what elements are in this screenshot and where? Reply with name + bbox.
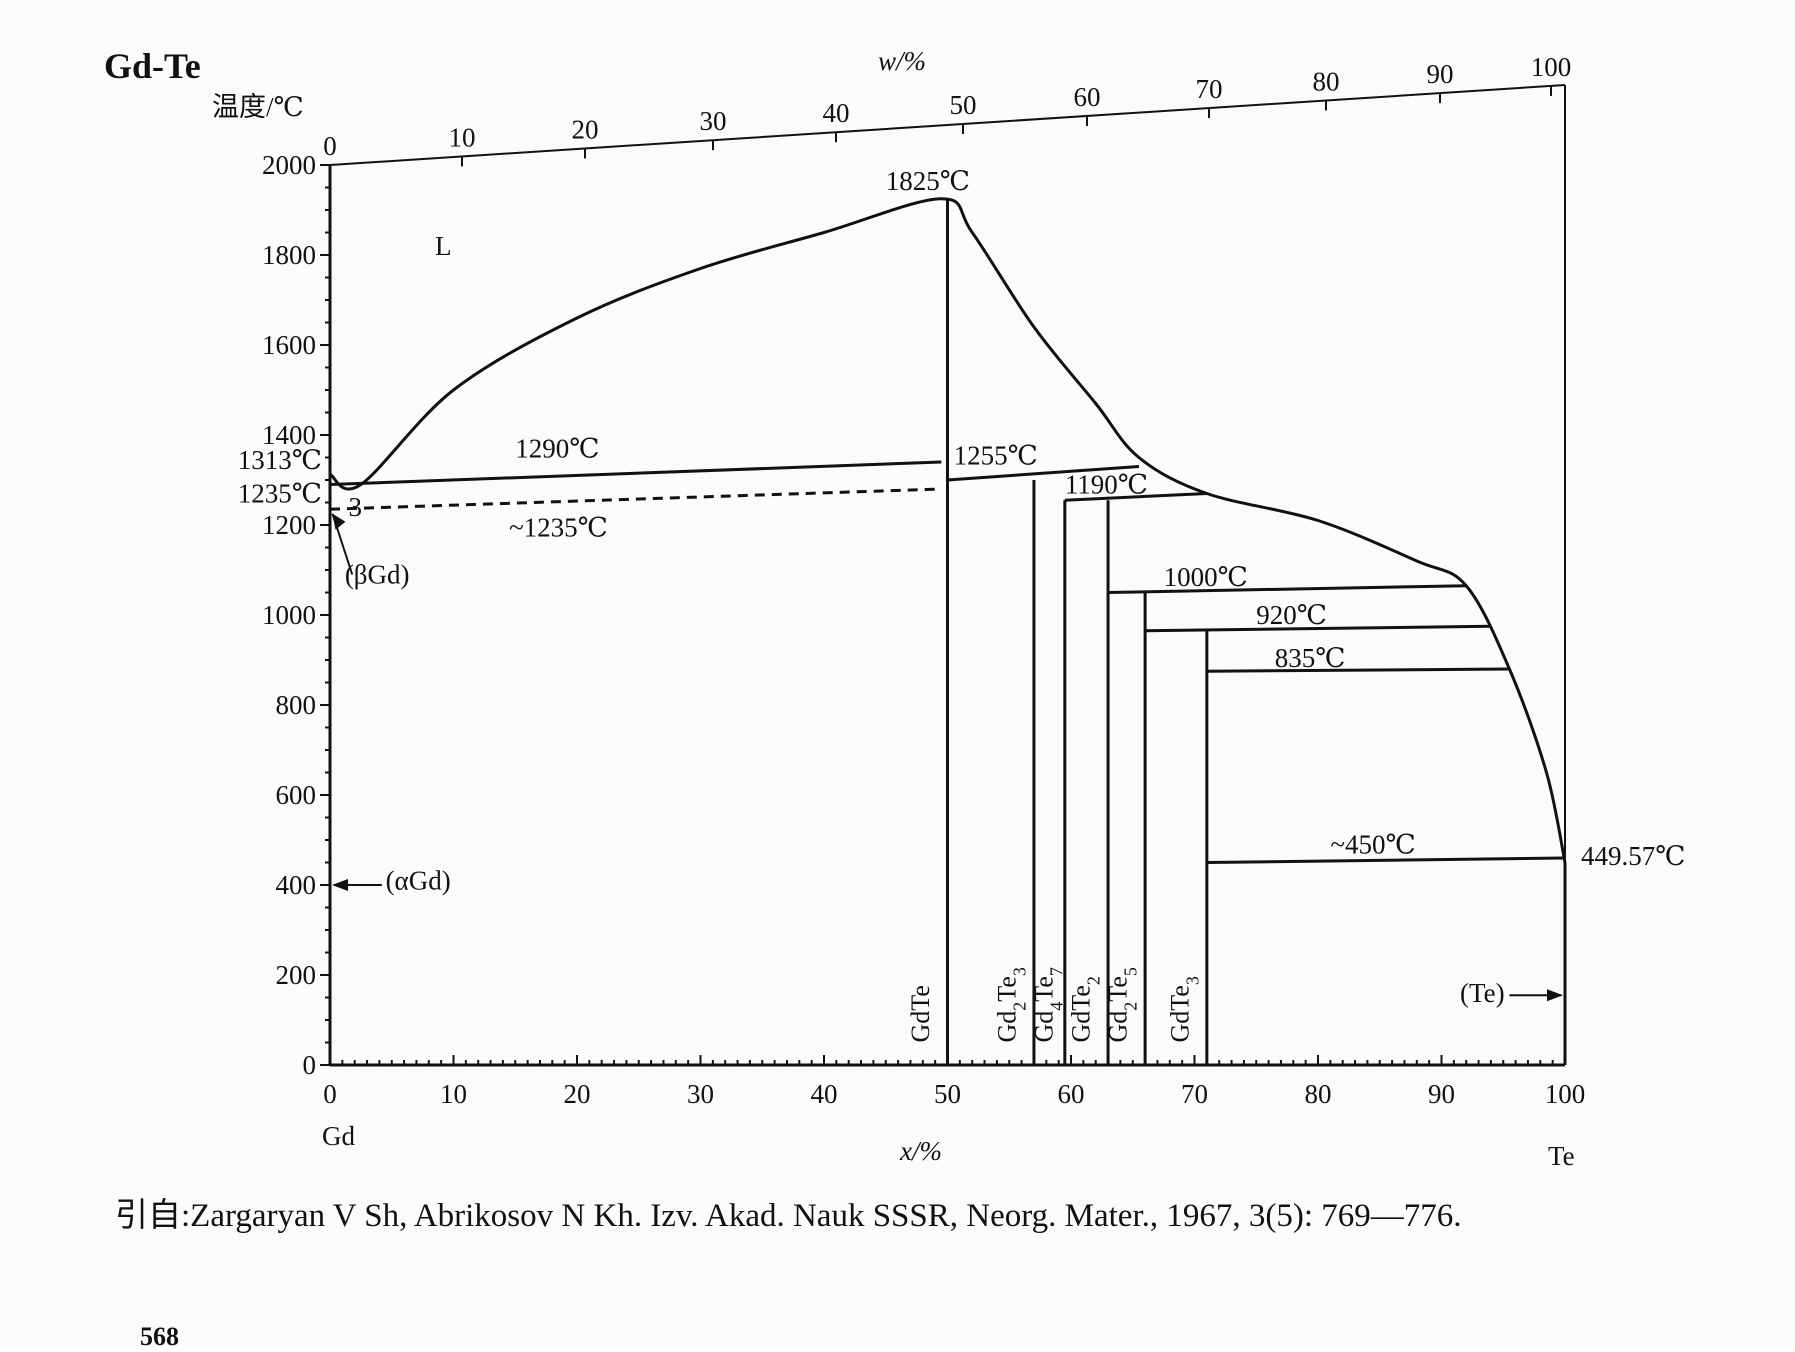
compound-label-gdte3: GdTe3 — [1165, 976, 1202, 1042]
isotherm-line — [1064, 492, 1207, 502]
y-tick-label: 1600 — [262, 330, 316, 360]
w-tick-label: 90 — [1427, 59, 1454, 89]
left-element-label: Gd — [322, 1121, 355, 1151]
w-tick-label: 50 — [950, 90, 977, 120]
bottom-axis-label: x/% — [899, 1136, 942, 1166]
x-tick-label: 20 — [564, 1079, 591, 1109]
phase-boundaries — [328, 197, 1567, 1065]
x-tick-label: 10 — [440, 1079, 467, 1109]
isotherm-line — [1206, 667, 1510, 673]
alpha-gd-label: (αGd) — [386, 866, 451, 896]
diagram-title: Gd-Te — [104, 46, 201, 86]
isotherm-line — [1108, 584, 1467, 594]
temperature-label: 1825℃ — [886, 166, 970, 196]
w-tick-label: 70 — [1196, 74, 1223, 104]
alpha-gd-arrowhead — [332, 879, 348, 891]
region-number-label: 3 — [349, 492, 363, 522]
temperature-label: 1290℃ — [515, 434, 599, 464]
w-tick-label: 40 — [823, 98, 850, 128]
temperature-label: 1190℃ — [1065, 470, 1148, 500]
temperature-label: 920℃ — [1256, 600, 1327, 630]
w-tick-label: 20 — [572, 114, 599, 144]
compound-label-gd4te7: Gd4Te7 — [1029, 967, 1066, 1042]
beta-gd-arrowhead — [332, 513, 346, 530]
y-tick-label: 2000 — [262, 150, 316, 180]
isotherm-line — [329, 460, 942, 486]
temperature-label: 1000℃ — [1164, 562, 1248, 592]
x-tick-label: 40 — [811, 1079, 838, 1109]
w-tick-label: 100 — [1531, 52, 1572, 82]
isotherm-line — [329, 487, 942, 511]
y-tick-label: 1400 — [262, 420, 316, 450]
temperature-label: 449.57℃ — [1581, 841, 1685, 871]
x-tick-label: 60 — [1058, 1079, 1085, 1109]
x-tick-label: 100 — [1545, 1079, 1586, 1109]
temperature-label: 1313℃ — [238, 445, 322, 475]
w-tick-label: 60 — [1074, 82, 1101, 112]
y-axis-label: 温度/℃ — [212, 92, 304, 122]
w-tick-label: 10 — [449, 122, 476, 152]
annotations: 1825℃ 1290℃ ~1235℃ 1255℃ 1190℃ 1000℃ 920℃ 835℃ ~… — [238, 166, 1686, 1043]
x-tick-label: 30 — [687, 1079, 714, 1109]
x-tick-label: 90 — [1428, 1079, 1455, 1109]
w-tick-label: 0 — [323, 131, 337, 161]
w-tick-label: 80 — [1313, 66, 1340, 96]
y-tick-label: 1800 — [262, 240, 316, 270]
x-tick-label: 0 — [323, 1079, 337, 1109]
y-tick-label: 600 — [276, 780, 317, 810]
temperature-label: 835℃ — [1275, 643, 1346, 673]
isotherm-line — [1206, 856, 1566, 864]
te-label: (Te) — [1460, 978, 1505, 1008]
x-tick-label: 80 — [1305, 1079, 1332, 1109]
compound-label-gdte2: GdTe2 — [1067, 976, 1104, 1042]
y-tick-label: 1000 — [262, 600, 316, 630]
x-tick-label: 50 — [934, 1079, 961, 1109]
x-tick-label: 70 — [1181, 1079, 1208, 1109]
te-arrowhead — [1547, 989, 1563, 1002]
isotherm-line — [1145, 624, 1491, 633]
top-axis-label: w/% — [878, 46, 926, 76]
temperature-label: ~450℃ — [1330, 830, 1415, 860]
page-number: 568 — [140, 1322, 179, 1351]
w-tick-label: 30 — [700, 106, 727, 136]
y-tick-label: 1200 — [262, 510, 316, 540]
temperature-label: 1235℃ — [238, 479, 322, 509]
temperature-label: ~1235℃ — [509, 512, 608, 542]
liquid-region-label: L — [435, 231, 452, 261]
y-tick-label: 0 — [303, 1050, 317, 1080]
beta-gd-label: (βGd) — [345, 560, 410, 590]
reference-citation: 引自:Zargaryan V Sh, Abrikosov N Kh. Izv. … — [115, 1198, 1462, 1234]
isotherm-line — [947, 465, 1140, 482]
compound-label-gd2te5: Gd2Te5 — [1104, 967, 1141, 1042]
right-element-label: Te — [1548, 1141, 1575, 1171]
y-tick-label: 200 — [276, 960, 317, 990]
y-tick-label: 800 — [276, 690, 317, 720]
compound-label-gd2te3: Gd2Te3 — [992, 967, 1029, 1042]
liquidus-curve — [329, 197, 1567, 863]
y-tick-label: 400 — [276, 870, 317, 900]
top-w-axis-line — [329, 84, 1566, 166]
temperature-label: 1255℃ — [954, 440, 1038, 470]
compound-label-gdte: GdTe — [906, 985, 935, 1042]
